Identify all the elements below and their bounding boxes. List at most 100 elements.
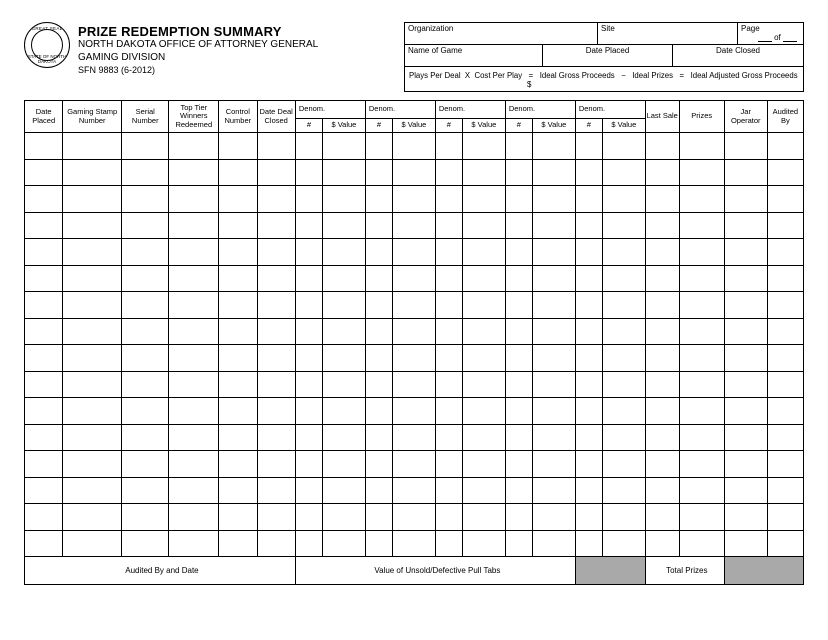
table-cell[interactable] [219,504,257,531]
table-cell[interactable] [435,159,462,186]
table-cell[interactable] [505,239,532,266]
table-cell[interactable] [25,371,63,398]
table-cell[interactable] [25,212,63,239]
table-cell[interactable] [392,371,435,398]
table-cell[interactable] [122,477,169,504]
table-cell[interactable] [767,451,803,478]
table-cell[interactable] [532,424,575,451]
table-cell[interactable] [63,159,122,186]
table-cell[interactable] [219,292,257,319]
table-cell[interactable] [365,186,392,213]
table-cell[interactable] [257,292,295,319]
table-cell[interactable] [767,186,803,213]
table-cell[interactable] [169,133,219,160]
table-cell[interactable] [257,239,295,266]
table-cell[interactable] [392,265,435,292]
table-cell[interactable] [63,398,122,425]
table-cell[interactable] [25,345,63,372]
table-cell[interactable] [122,345,169,372]
table-cell[interactable] [532,398,575,425]
table-cell[interactable] [365,371,392,398]
table-cell[interactable] [392,477,435,504]
table-cell[interactable] [532,239,575,266]
table-cell[interactable] [25,398,63,425]
table-cell[interactable] [122,398,169,425]
table-cell[interactable] [257,345,295,372]
table-cell[interactable] [392,239,435,266]
table-cell[interactable] [257,159,295,186]
table-cell[interactable] [602,186,645,213]
table-cell[interactable] [575,371,602,398]
table-cell[interactable] [392,186,435,213]
table-cell[interactable] [679,239,724,266]
table-cell[interactable] [295,133,322,160]
table-cell[interactable] [575,159,602,186]
table-cell[interactable] [122,186,169,213]
table-cell[interactable] [462,159,505,186]
table-cell[interactable] [392,318,435,345]
table-cell[interactable] [505,424,532,451]
table-cell[interactable] [645,212,679,239]
table-cell[interactable] [25,186,63,213]
table-cell[interactable] [505,292,532,319]
table-cell[interactable] [462,239,505,266]
table-cell[interactable] [257,504,295,531]
table-cell[interactable] [219,451,257,478]
table-cell[interactable] [724,239,767,266]
table-cell[interactable] [435,186,462,213]
table-cell[interactable] [295,424,322,451]
table-cell[interactable] [462,186,505,213]
table-cell[interactable] [122,292,169,319]
footer-audited-by-date[interactable]: Audited By and Date [25,557,296,585]
table-cell[interactable] [462,477,505,504]
table-cell[interactable] [435,318,462,345]
table-cell[interactable] [602,212,645,239]
table-cell[interactable] [392,398,435,425]
table-cell[interactable] [679,318,724,345]
table-cell[interactable] [435,212,462,239]
table-cell[interactable] [365,530,392,557]
table-cell[interactable] [767,345,803,372]
table-cell[interactable] [219,530,257,557]
table-cell[interactable] [365,504,392,531]
table-cell[interactable] [505,265,532,292]
table-cell[interactable] [532,292,575,319]
table-cell[interactable] [63,265,122,292]
table-cell[interactable] [767,212,803,239]
table-cell[interactable] [219,159,257,186]
table-cell[interactable] [505,212,532,239]
table-cell[interactable] [724,371,767,398]
table-cell[interactable] [322,159,365,186]
table-cell[interactable] [169,212,219,239]
table-cell[interactable] [532,371,575,398]
table-cell[interactable] [219,318,257,345]
table-cell[interactable] [169,159,219,186]
table-cell[interactable] [122,265,169,292]
table-cell[interactable] [25,477,63,504]
table-cell[interactable] [25,292,63,319]
table-cell[interactable] [602,504,645,531]
table-cell[interactable] [365,133,392,160]
table-cell[interactable] [575,318,602,345]
table-cell[interactable] [532,186,575,213]
table-cell[interactable] [219,424,257,451]
table-cell[interactable] [322,265,365,292]
table-cell[interactable] [724,318,767,345]
table-cell[interactable] [462,133,505,160]
table-cell[interactable] [169,451,219,478]
table-cell[interactable] [169,345,219,372]
table-cell[interactable] [767,133,803,160]
table-cell[interactable] [322,477,365,504]
table-cell[interactable] [679,451,724,478]
table-cell[interactable] [322,398,365,425]
table-cell[interactable] [679,424,724,451]
table-cell[interactable] [435,239,462,266]
table-cell[interactable] [767,477,803,504]
table-cell[interactable] [602,477,645,504]
table-cell[interactable] [295,345,322,372]
table-cell[interactable] [602,292,645,319]
table-cell[interactable] [724,424,767,451]
table-cell[interactable] [25,318,63,345]
table-cell[interactable] [505,186,532,213]
table-cell[interactable] [219,133,257,160]
